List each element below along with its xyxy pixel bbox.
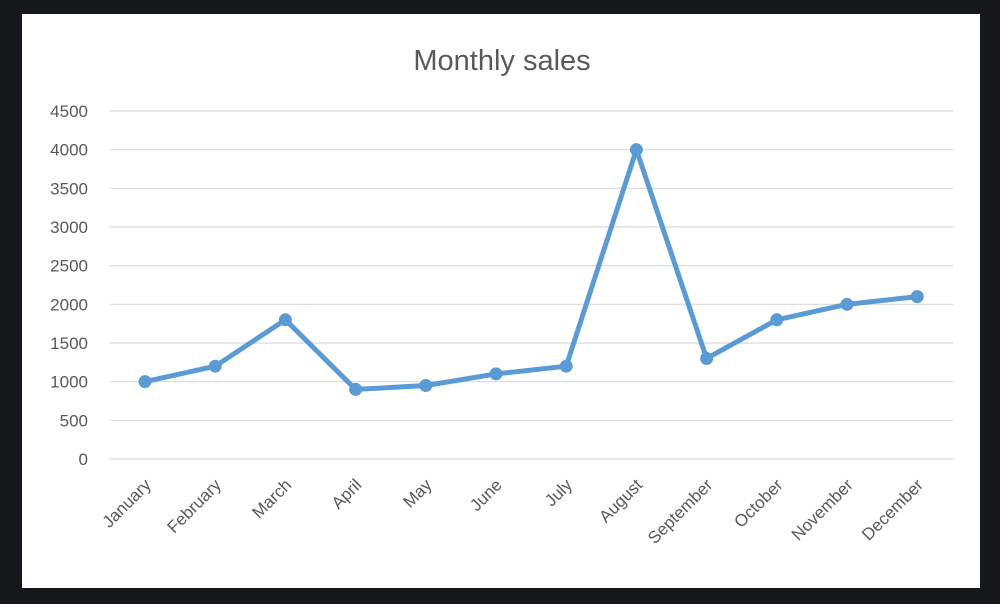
chart-title: Monthly sales (413, 45, 590, 77)
data-point-april (349, 382, 363, 396)
data-point-december (910, 290, 924, 304)
data-point-november (840, 297, 854, 311)
data-point-august (629, 143, 643, 157)
series-line (142, 147, 920, 392)
y-tick-label: 1000 (50, 373, 88, 392)
x-tick-label: September (644, 475, 716, 547)
x-tick-label: January (99, 475, 156, 532)
data-point-october (770, 313, 784, 327)
x-tick-label: August (595, 475, 646, 526)
y-tick-label: 3500 (50, 179, 88, 198)
x-tick-label: December (858, 475, 927, 544)
data-point-july (559, 359, 573, 373)
data-point-may (419, 379, 433, 393)
x-tick-label: February (163, 475, 225, 537)
data-point-february (208, 359, 222, 373)
data-point-september (700, 351, 714, 365)
x-tick-label: April (328, 475, 365, 512)
y-axis-tick-labels: 0 500 1000 1500 2000 2500 3000 3500 4000 4500 (50, 102, 88, 469)
x-tick-label: March (248, 475, 295, 522)
x-tick-label: May (399, 475, 435, 511)
x-axis-tick-labels: January February March April May June July Augu… (99, 475, 928, 548)
y-tick-label: 2000 (50, 295, 88, 314)
x-tick-label: July (541, 475, 576, 510)
y-tick-label: 2500 (50, 257, 88, 276)
y-tick-label: 1500 (50, 334, 88, 353)
x-tick-label: October (730, 475, 786, 531)
gridlines (110, 110, 953, 460)
y-tick-label: 3000 (50, 218, 88, 237)
y-tick-label: 0 (79, 450, 88, 469)
data-point-january (138, 375, 152, 389)
y-tick-label: 4500 (50, 102, 88, 121)
data-point-march (278, 313, 292, 327)
chart-area (22, 14, 980, 588)
y-tick-label: 500 (60, 411, 88, 430)
x-tick-label: June (466, 475, 506, 515)
data-point-june (489, 367, 503, 381)
series-sales (138, 143, 924, 396)
x-tick-label: November (788, 475, 857, 544)
y-tick-label: 4000 (50, 141, 88, 160)
